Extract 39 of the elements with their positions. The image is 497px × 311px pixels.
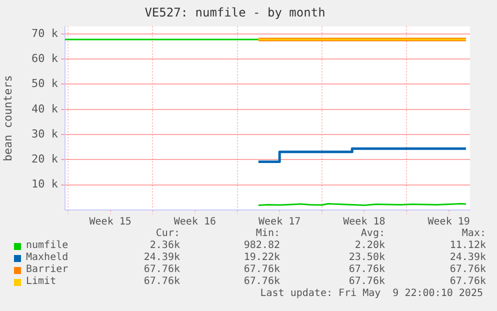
text: 67.76k [450,264,486,275]
legend-label: Maxheld [26,252,68,263]
text: 19.22k [244,252,280,263]
text: Max: [462,228,486,239]
y-tick-label: 50 k [32,77,58,90]
text: Cur: [156,228,180,239]
text: 2.36k [150,240,180,251]
text: 982.82 [244,240,280,251]
legend-label: numfile [26,240,68,251]
text: 67.76k [144,264,180,275]
x-tick-label: Week 17 [258,216,301,228]
x-tick-label: Week 18 [343,216,386,228]
text: Last update: Fri May 9 22:00:10 2025 [260,288,483,299]
y-tick-label: 40 k [32,102,58,116]
y-tick-label: 30 k [32,127,58,140]
text: 67.76k [348,276,385,287]
text: 24.39k [450,252,486,263]
text: 67.76k [244,264,280,275]
y-tick-label: 70 k [32,26,58,40]
text: 67.76k [244,276,280,287]
text: 24.39k [144,252,180,263]
text: 67.76k [450,276,486,287]
text: 67.76k [144,276,180,287]
text: 2.20k [354,240,385,251]
x-tick-label: Week 19 [428,216,470,228]
text: Avg: [360,228,385,239]
y-tick-label: 20 k [32,152,58,166]
x-tick-label: Week 15 [89,216,132,228]
legend-label: Barrier [26,264,68,275]
text: 11.12k [450,240,486,251]
y-tick-label: 10 k [32,178,58,191]
y-tick-label: 60 k [32,52,58,65]
x-tick-label: Week 16 [174,216,216,228]
legend-label: Limit [26,276,56,287]
y-axis-title: bean counters [1,75,14,162]
text: 67.76k [348,264,385,275]
text: Min: [256,228,280,239]
chart-title: VE527: numfile - by month [144,5,326,20]
text: 23.50k [348,252,385,263]
